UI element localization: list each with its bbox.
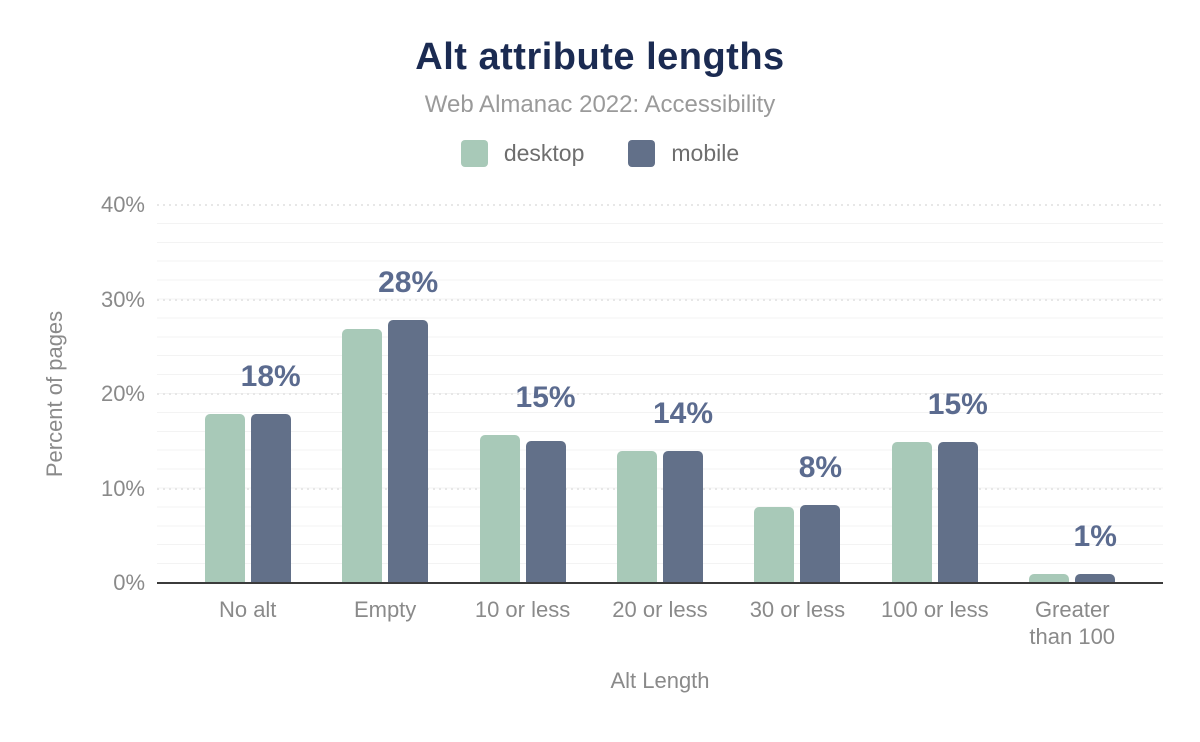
bar-mobile — [525, 441, 566, 583]
x-axis-category-label: 100 or less — [881, 597, 989, 622]
bar-group: 15% 10 or less — [454, 205, 591, 622]
y-tick-40: 40% — [100, 192, 145, 217]
bar-desktop — [342, 328, 383, 583]
bar-desktop — [204, 413, 245, 583]
bar-mobile — [1075, 573, 1116, 583]
x-axis-category-label: 30 or less — [749, 597, 846, 622]
legend-item-mobile: mobile — [628, 140, 739, 167]
plot-area: 18% No alt 28% Empty 15% 10 or less 14% 20 or l… — [157, 204, 1163, 649]
bar-group: 28% Empty — [316, 205, 453, 622]
x-axis-category-label: 10 or less — [474, 597, 571, 622]
data-label: 8% — [798, 450, 843, 484]
x-axis-title: Alt Length — [610, 668, 710, 693]
bar-group: 8% 30 or less — [729, 205, 866, 622]
y-axis-ticks: 40% 30% 20% 10% 0% — [0, 192, 145, 595]
y-tick-0: 0% — [113, 570, 145, 595]
chart-subtitle: Web Almanac 2022: Accessibility — [424, 91, 776, 118]
major-gridline-20 — [157, 393, 1163, 395]
bar-desktop — [616, 450, 657, 583]
bar-desktop — [1029, 573, 1070, 583]
bar-group: 18% No alt — [179, 205, 316, 622]
major-gridline-10 — [157, 487, 1163, 490]
legend-label-mobile: mobile — [671, 140, 740, 166]
bar-mobile — [662, 450, 703, 583]
major-gridline-40 — [157, 204, 1163, 206]
y-tick-10: 10% — [100, 475, 145, 501]
bar-desktop — [754, 507, 795, 583]
data-label: 15% — [927, 388, 988, 422]
mobile-swatch-icon — [628, 140, 656, 167]
data-label: 28% — [378, 266, 439, 300]
x-axis-category-label: 20 or less — [612, 597, 708, 622]
bar-desktop — [891, 442, 932, 583]
data-label: 14% — [652, 396, 713, 430]
bar-mobile — [800, 504, 841, 583]
bar-group: 14% 20 or less — [591, 205, 728, 622]
chart-title: Alt attribute lengths — [415, 36, 785, 78]
desktop-swatch-icon — [460, 140, 488, 167]
legend-label-desktop: desktop — [503, 140, 585, 166]
y-tick-20: 20% — [100, 381, 145, 406]
bar-mobile — [388, 320, 429, 583]
x-axis-category-label: Empty — [353, 597, 417, 622]
legend-item-desktop: desktop — [460, 140, 585, 167]
y-tick-30: 30% — [100, 286, 145, 312]
bar-desktop — [479, 434, 520, 583]
bar-mobile — [250, 413, 291, 583]
x-axis-category-label: No alt — [218, 597, 277, 622]
major-gridline-30 — [157, 298, 1163, 301]
x-axis-category-label: Greater than 100 — [1029, 597, 1116, 649]
bars-row: 18% No alt 28% Empty 15% 10 or less 14% 20 or l… — [179, 205, 1141, 649]
data-label: 18% — [240, 359, 301, 393]
bar-group: 1% Greater than 100 — [1004, 205, 1141, 649]
data-label: 1% — [1073, 519, 1117, 553]
x-axis-line — [157, 581, 1163, 584]
data-label: 15% — [515, 380, 576, 414]
legend: desktop mobile — [0, 140, 1200, 167]
bar-group: 15% 100 or less — [866, 205, 1003, 622]
bar-mobile — [937, 442, 978, 583]
